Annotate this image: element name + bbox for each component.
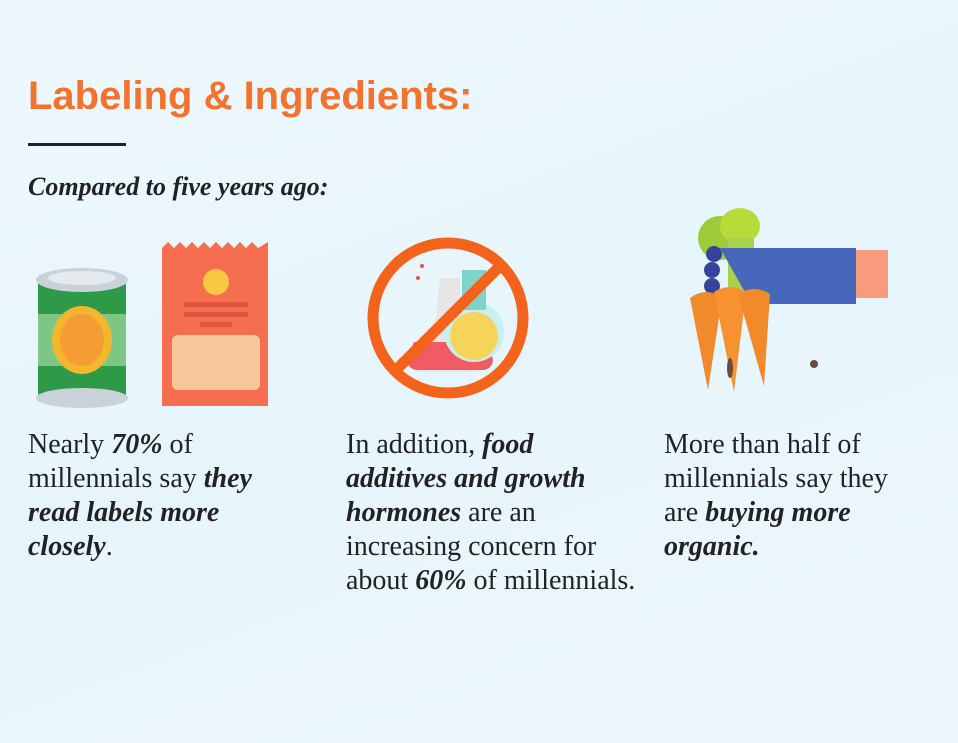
subtitle: Compared to five years ago: <box>28 172 329 201</box>
no-chemicals-icon <box>367 237 529 399</box>
text: are an increasing concern for about <box>346 497 597 596</box>
stat-labels: Nearly 70% of millennials say they read … <box>28 428 308 564</box>
highlight-60-percent: 60% <box>415 565 467 596</box>
text: In addition, <box>346 429 483 460</box>
canned-food-and-package-icon <box>36 242 268 408</box>
text: More than half of millennials say they a… <box>664 429 888 528</box>
text: . <box>105 531 113 562</box>
highlight: they read labels more closely <box>28 463 252 562</box>
hand-holding-carrots-icon <box>690 208 888 392</box>
text: of millennials. <box>466 565 636 596</box>
stat-additives: In addition, food additives and growth h… <box>346 428 636 598</box>
highlight-70-percent: 70% <box>111 429 163 460</box>
title-divider <box>28 143 126 146</box>
text: Nearly <box>28 429 112 460</box>
page-title: Labeling & Ingredients: <box>28 74 473 118</box>
text: of millennials say <box>28 429 204 494</box>
stat-organic: More than half of millennials say they a… <box>664 428 924 564</box>
highlight: buying more organic. <box>664 497 851 562</box>
highlight: food additives and growth hormones <box>346 429 586 528</box>
